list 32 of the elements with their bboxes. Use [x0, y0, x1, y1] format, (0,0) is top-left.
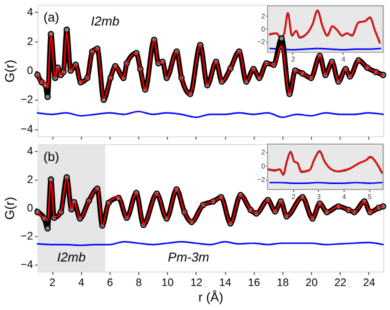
y-axis-title: G(r) [2, 60, 17, 82]
y-tick-label: −2 [20, 94, 34, 106]
y-tick-label: −4 [20, 258, 34, 271]
band-label: I2mb [57, 250, 86, 265]
y-tick-label: 2 [27, 36, 34, 48]
annotation: (a) [43, 10, 60, 25]
x-tick-label: 24 [363, 276, 376, 289]
x-tick-label: 18 [276, 276, 289, 289]
y-tick-label: 0 [27, 65, 34, 78]
y-tick-label: 2 [27, 174, 34, 186]
point [44, 225, 51, 232]
y-tick-label: −4 [20, 123, 34, 136]
x-tick-label: 8 [136, 276, 142, 289]
x-tick-label: 14 [219, 276, 232, 289]
x-tick-label: 6 [106, 276, 114, 289]
annotation: Pm-3m [168, 250, 210, 265]
x-tick-label: 10 [162, 276, 174, 289]
x-tick-label: 4 [78, 276, 84, 289]
annotation: I2mb [90, 14, 120, 29]
annotation: (b) [43, 148, 60, 164]
x-tick-label: 20 [306, 276, 318, 289]
point [44, 94, 51, 100]
y-axis-title: G(r) [2, 196, 17, 220]
y-tick-label: 4 [27, 146, 34, 158]
x-tick-label: 12 [190, 276, 202, 289]
x-tick-label: 16 [248, 276, 260, 289]
y-tick-label: 0 [27, 202, 34, 214]
x-tick-label: 2 [49, 276, 56, 289]
x-tick-label: 22 [334, 276, 346, 289]
y-tick-label: −2 [20, 230, 34, 243]
y-tick-label: 4 [27, 6, 34, 19]
x-axis-title: r (Å) [198, 290, 224, 305]
